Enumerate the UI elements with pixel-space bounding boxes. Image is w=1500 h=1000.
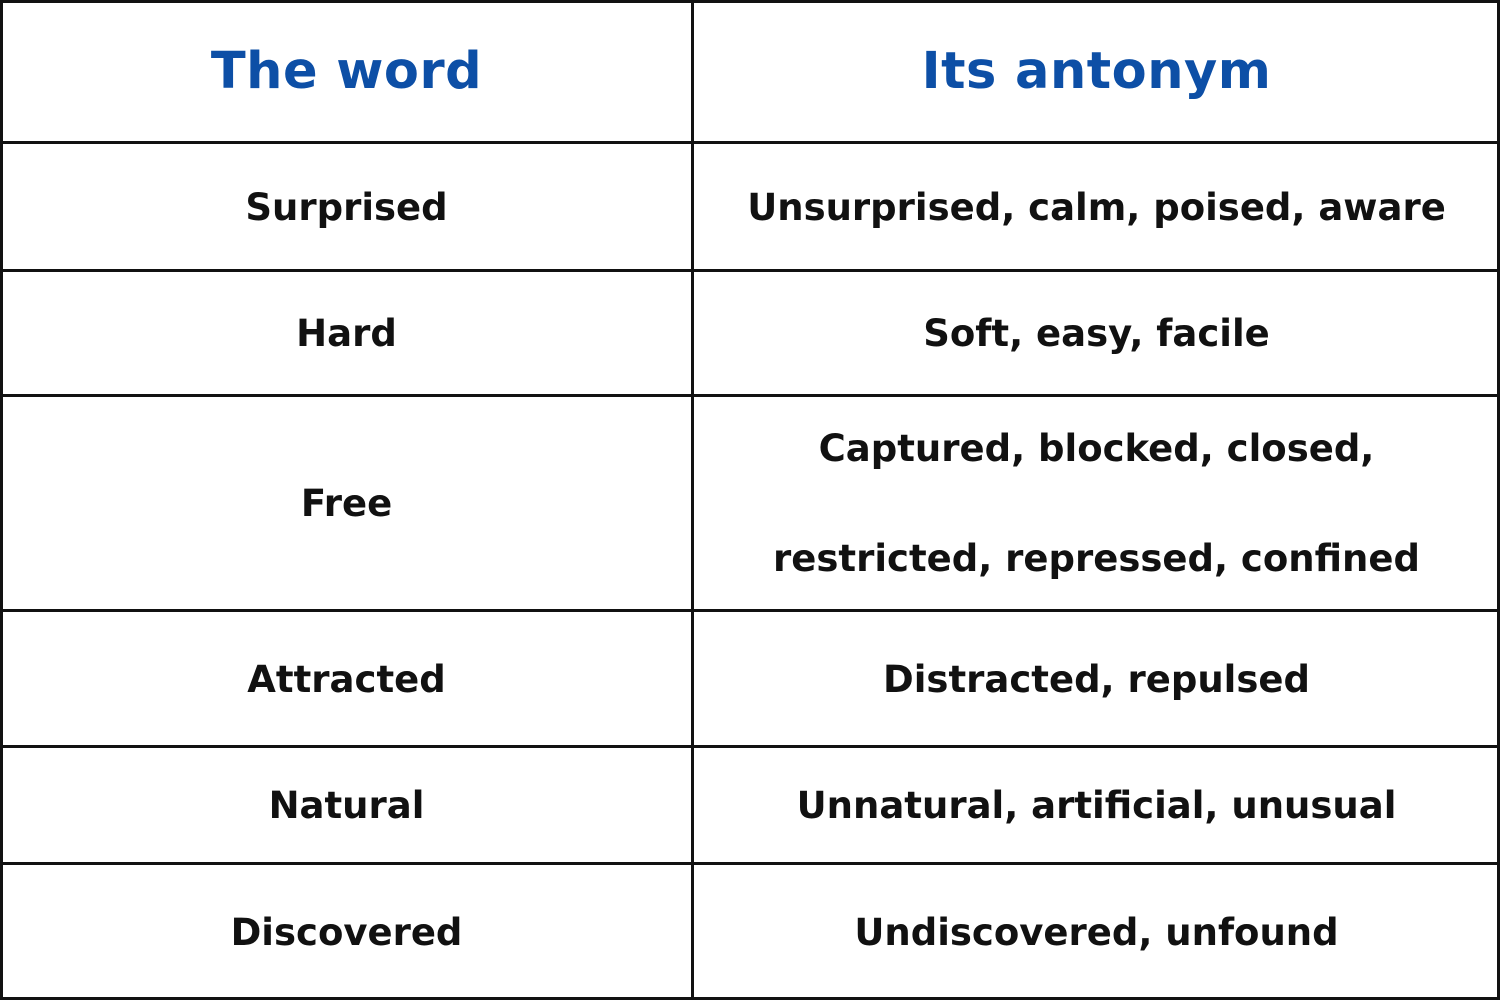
header-antonym-label: Its antonym [921, 42, 1272, 101]
grid-line [0, 862, 1500, 865]
antonym-text: Undiscovered, unfound [854, 910, 1339, 954]
table-header-row: The word Its antonym [0, 0, 1500, 143]
grid-line [0, 745, 1500, 748]
grid-line [0, 141, 1500, 144]
grid-line-divider [691, 0, 694, 1000]
antonym-text: Unnatural, artificial, unusual [796, 784, 1397, 827]
antonym-cell: Undiscovered, unfound [693, 864, 1500, 1000]
word-cell: Discovered [0, 864, 693, 1000]
word-text: Discovered [230, 910, 463, 954]
word-cell: Natural [0, 747, 693, 864]
grid-line-left [0, 0, 3, 1000]
word-text: Natural [268, 784, 425, 827]
grid-line-right [1497, 0, 1500, 1000]
antonym-text: Distracted, repulsed [883, 657, 1310, 701]
word-text: Surprised [245, 185, 448, 229]
grid-line [0, 394, 1500, 397]
table-row: Hard Soft, easy, facile [0, 271, 1500, 396]
word-cell: Hard [0, 271, 693, 396]
table-row: Surprised Unsurprised, calm, poised, awa… [0, 143, 1500, 271]
word-text: Hard [296, 312, 397, 355]
antonym-cell: Unsurprised, calm, poised, aware [693, 143, 1500, 271]
antonym-text: Unsurprised, calm, poised, aware [747, 185, 1446, 229]
header-cell-word: The word [0, 0, 693, 143]
word-cell: Surprised [0, 143, 693, 271]
antonym-text: Captured, blocked, closed, restricted, r… [773, 426, 1420, 580]
word-cell: Attracted [0, 611, 693, 747]
antonym-cell: Unnatural, artificial, unusual [693, 747, 1500, 864]
header-word-label: The word [210, 42, 483, 101]
table-row: Natural Unnatural, artificial, unusual [0, 747, 1500, 864]
grid-line-top [0, 0, 1500, 3]
table-row: Free Captured, blocked, closed, restrict… [0, 396, 1500, 611]
antonym-cell: Distracted, repulsed [693, 611, 1500, 747]
grid-line [0, 609, 1500, 612]
antonym-cell: Captured, blocked, closed, restricted, r… [693, 396, 1500, 611]
word-cell: Free [0, 396, 693, 611]
grid-line-bottom [0, 997, 1500, 1000]
antonym-text: Soft, easy, facile [923, 312, 1270, 355]
header-cell-antonym: Its antonym [693, 0, 1500, 143]
grid-line [0, 269, 1500, 272]
table-row: Discovered Undiscovered, unfound [0, 864, 1500, 1000]
word-text: Attracted [247, 657, 446, 701]
antonym-cell: Soft, easy, facile [693, 271, 1500, 396]
table-row: Attracted Distracted, repulsed [0, 611, 1500, 747]
word-text: Free [300, 482, 393, 525]
